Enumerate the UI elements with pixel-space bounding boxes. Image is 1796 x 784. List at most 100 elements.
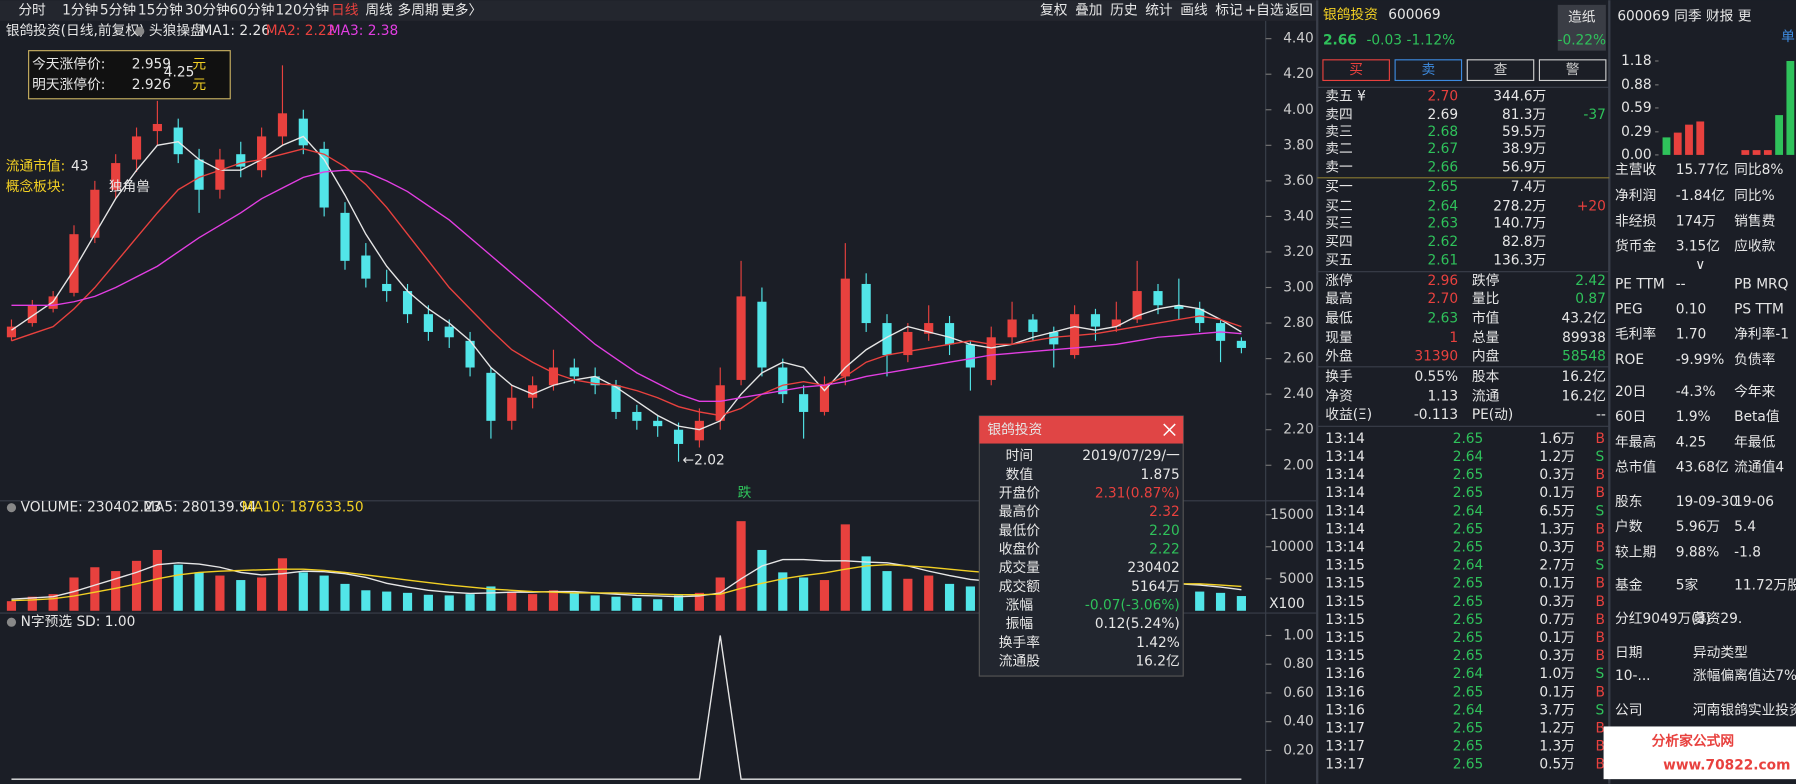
candle-body (215, 159, 225, 190)
bar (1662, 137, 1671, 155)
f10-cell: 日期 (1615, 645, 1642, 661)
f10-cell: 同比% (1734, 188, 1775, 204)
trade-button-label[interactable]: 警 (1566, 62, 1580, 78)
y-tick-label: 0.40 (1283, 714, 1314, 730)
f10-cell: 募资29. (1693, 611, 1742, 627)
book-label: 卖二 (1325, 141, 1352, 157)
trade-button[interactable] (1322, 59, 1390, 82)
trade-button-label[interactable]: 查 (1494, 62, 1508, 78)
candle-body (69, 234, 79, 293)
trade-button-label[interactable]: 买 (1349, 62, 1363, 78)
period-tab[interactable]: 多周期 (397, 2, 438, 19)
period-tab[interactable]: 5分钟 (100, 2, 136, 19)
side-label: 概念板块: (6, 178, 66, 195)
f10-cell: 5家 (1676, 577, 1699, 594)
tool-button[interactable]: 历史 (1110, 3, 1138, 19)
indicator-icon[interactable] (135, 26, 145, 36)
book-change: -37 (1583, 107, 1605, 123)
stat-label: 换手 (1325, 368, 1353, 385)
volume-bar (673, 595, 684, 611)
candle-body (1028, 319, 1038, 332)
trade-time: 13:14 (1325, 503, 1365, 519)
f10-cell: 非经损 (1615, 213, 1656, 229)
trade-volume: 0.1万 (1539, 485, 1575, 501)
tool-button[interactable]: 复权 (1040, 2, 1068, 19)
legend-entry: MA3: 2.38 (329, 23, 399, 39)
candle-body (257, 136, 267, 171)
f10-cell: PS TTM (1734, 302, 1784, 318)
period-tab[interactable]: 1分钟 (62, 2, 98, 19)
indicator-line (11, 635, 1242, 780)
trade-time: 13:14 (1325, 540, 1365, 556)
price-pct: -1.12% (1407, 32, 1456, 48)
candle-body (694, 420, 704, 441)
popup (978, 415, 1184, 677)
volume-bar (903, 578, 913, 611)
book-price: 2.65 (1428, 179, 1459, 195)
popup-label: 涨幅 (1006, 598, 1034, 614)
period-tab[interactable]: 更多〉 (441, 2, 482, 19)
candle-body (861, 283, 871, 324)
candle-body (298, 118, 308, 146)
candle-body (444, 326, 454, 338)
panel-icon[interactable] (6, 617, 17, 627)
period-tab[interactable]: 15分钟 (138, 2, 183, 19)
book-volume: 344.6万 (1493, 88, 1546, 104)
stat-value: 0.55% (1414, 369, 1458, 385)
watermark-title: 分析家公式网 (1652, 732, 1734, 749)
candle-body (27, 305, 37, 324)
stat-value: 31390 (1414, 348, 1458, 364)
trade-volume: 1.6万 (1539, 431, 1575, 447)
candle-body (486, 372, 496, 421)
candle-body (819, 385, 830, 412)
volume-bar (778, 572, 788, 611)
tool-button[interactable]: 统计 (1145, 3, 1173, 19)
volume-bar (819, 580, 830, 611)
trade-time: 13:14 (1325, 467, 1365, 483)
period-tab[interactable]: 日线 (331, 3, 359, 19)
tool-button[interactable]: 标记 (1215, 3, 1243, 19)
stat-label: 最高 (1325, 290, 1352, 307)
y-tick-label: 0.80 (1283, 656, 1314, 672)
tool-button[interactable]: 返回 (1285, 3, 1312, 19)
period-tab[interactable]: 60分钟 (230, 2, 275, 19)
volume-bar (423, 594, 433, 611)
candle-body (1174, 305, 1184, 309)
trade-side: S (1596, 666, 1605, 682)
trade-volume: 3.7万 (1539, 702, 1575, 718)
candle-body (194, 159, 204, 190)
f10-cell: -1.84亿 (1676, 188, 1725, 204)
y-tick-label: 2.20 (1283, 422, 1314, 438)
trade-button-label[interactable]: 卖 (1421, 62, 1435, 78)
trade-side: S (1596, 702, 1605, 718)
tool-button[interactable]: +自选 (1245, 3, 1284, 19)
book-label: 卖五 ¥ (1325, 88, 1366, 104)
bar (1685, 124, 1693, 155)
candle-body (423, 314, 433, 332)
f10-cell: 4.25 (1676, 434, 1707, 450)
f10-cell: 股东 (1615, 494, 1642, 510)
period-tab[interactable]: 周线 (365, 3, 393, 19)
sector-name: 造纸 (1568, 9, 1596, 25)
f10-cell: 分红9049万(3) (1615, 611, 1711, 627)
trade-button[interactable] (1394, 59, 1463, 82)
tool-button[interactable]: 画线 (1180, 3, 1208, 19)
trade-button[interactable] (1466, 59, 1535, 82)
f10-cell: 1.70 (1676, 327, 1707, 343)
popup-label: 开盘价 (999, 484, 1040, 501)
period-tab[interactable]: 分时 (18, 3, 46, 19)
volume-bar (757, 549, 767, 611)
close-icon[interactable] (1163, 423, 1176, 437)
f10-cell: 1.9% (1676, 409, 1711, 425)
trade-button[interactable] (1538, 59, 1607, 82)
panel-icon[interactable] (6, 503, 17, 513)
sector-button[interactable] (1557, 4, 1606, 51)
period-tab[interactable]: 30分钟 (185, 2, 230, 19)
tool-button[interactable]: 叠加 (1075, 3, 1102, 19)
stat-label: 内盘 (1472, 347, 1500, 364)
period-tab[interactable]: 120分钟 (276, 2, 330, 19)
f10-cell: 年最高 (1615, 433, 1656, 450)
f10-cell: 今年来 (1734, 384, 1775, 400)
trade-time: 13:15 (1325, 594, 1365, 610)
